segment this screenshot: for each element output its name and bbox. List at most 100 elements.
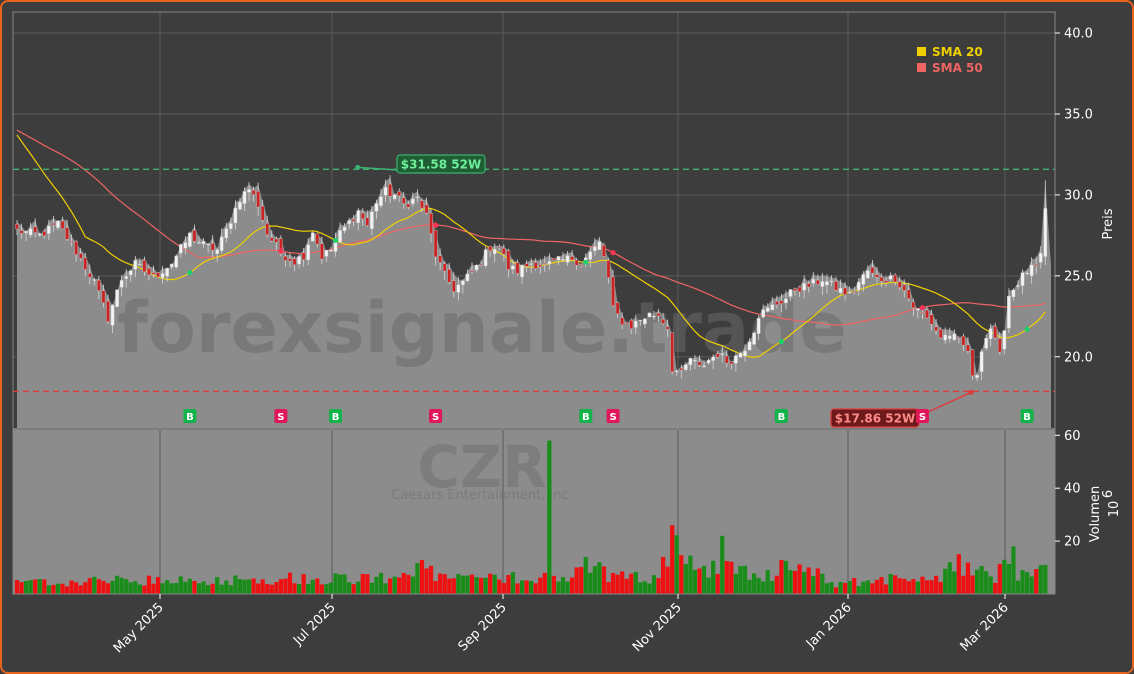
volume-bar [33,579,38,594]
volume-bar [829,582,834,594]
candle-body [306,244,311,261]
volume-bar [574,567,579,594]
volume-tick-label: 40 [1064,482,1081,497]
candle-body [1034,264,1038,266]
volume-bar [943,568,948,594]
volume-bar [1034,569,1039,594]
candle-body [979,351,984,372]
candle-body [734,355,738,364]
candle-body [383,187,388,196]
candle-body [115,289,119,307]
candle-body [388,183,392,197]
candle-body [279,238,283,255]
candle-body [420,200,424,209]
volume-bar [988,576,993,594]
candle-body [538,264,543,267]
volume-bar [19,582,24,594]
candle-body [37,233,42,236]
sell-marker [915,409,929,423]
candle-body [87,273,92,278]
volume-bar [833,587,839,594]
volume-bar [342,574,347,594]
candle-body [665,326,670,330]
candle-body [197,242,201,244]
candle-body [624,322,629,325]
candle-body [602,245,606,257]
volume-bar [133,581,138,594]
candle-body [229,223,233,229]
volume-bar [146,575,152,594]
candle-body [620,317,624,325]
high-52w-label-box [396,154,486,174]
volume-bar [178,576,183,594]
candle-body [342,226,347,232]
candle-body [97,280,101,291]
candle-body [943,334,947,341]
volume-bar [752,573,757,594]
candle-body [74,241,78,255]
volume-bar [697,568,702,594]
volume-bar [765,569,770,594]
volume-bar [915,581,920,594]
volume-bar [155,577,161,594]
volume-bar [956,554,961,594]
candle-body [283,256,288,261]
candle-body [1025,272,1029,275]
candle-body [138,263,142,266]
candle-body [988,328,993,339]
candle-body [702,365,706,368]
volume-bar [638,582,643,594]
candle-body [465,273,470,282]
candle-body [242,191,247,204]
volume-bar [843,582,848,594]
volume-bar [779,559,784,594]
volume-bar [24,581,29,594]
candle-body [588,251,593,260]
volume-bar [151,583,156,594]
candle-body [461,280,465,285]
volume-tick-label: 20 [1064,535,1081,550]
candle-body [151,272,156,275]
candle-body [320,243,324,260]
candle-body [533,262,538,269]
volume-bar [597,562,602,594]
candle-body [78,253,83,259]
volume-bar [210,583,215,594]
candle-body [806,283,811,288]
volume-bar [137,584,142,594]
candle-body [879,276,884,282]
candle-body [975,374,979,379]
candle-body [684,364,688,370]
volume-bar [119,577,124,594]
candle-body [852,290,856,292]
candle-body [361,212,365,220]
candle-body [324,250,329,257]
volume-bar [692,569,698,594]
legend-swatch [917,63,926,72]
volume-bar [883,584,889,594]
volume-bar [510,572,516,594]
candle-body [147,268,151,276]
candle-body [711,356,715,361]
volume-bar [42,579,47,594]
volume-bar [1043,564,1048,594]
volume-bar [401,572,406,594]
x-tick-label: Sep 2025 [456,600,510,654]
volume-bar [547,440,552,594]
volume-bar [392,576,397,594]
candle-body [643,318,647,325]
volume-bar [647,583,652,594]
volume-bar [451,578,456,594]
low-52w-label: $17.86 52W [835,412,915,426]
sell-cross-dot [433,222,439,228]
volume-bar [1038,565,1043,594]
volume-bar [301,574,306,594]
volume-bar [1011,546,1016,594]
volume-bar [14,580,20,594]
sell-cross-dot [919,305,926,311]
volume-bar [592,566,597,594]
candle-body [456,284,461,293]
candle-body [743,350,747,357]
candle-body [392,194,397,200]
volume-bar [456,573,461,594]
